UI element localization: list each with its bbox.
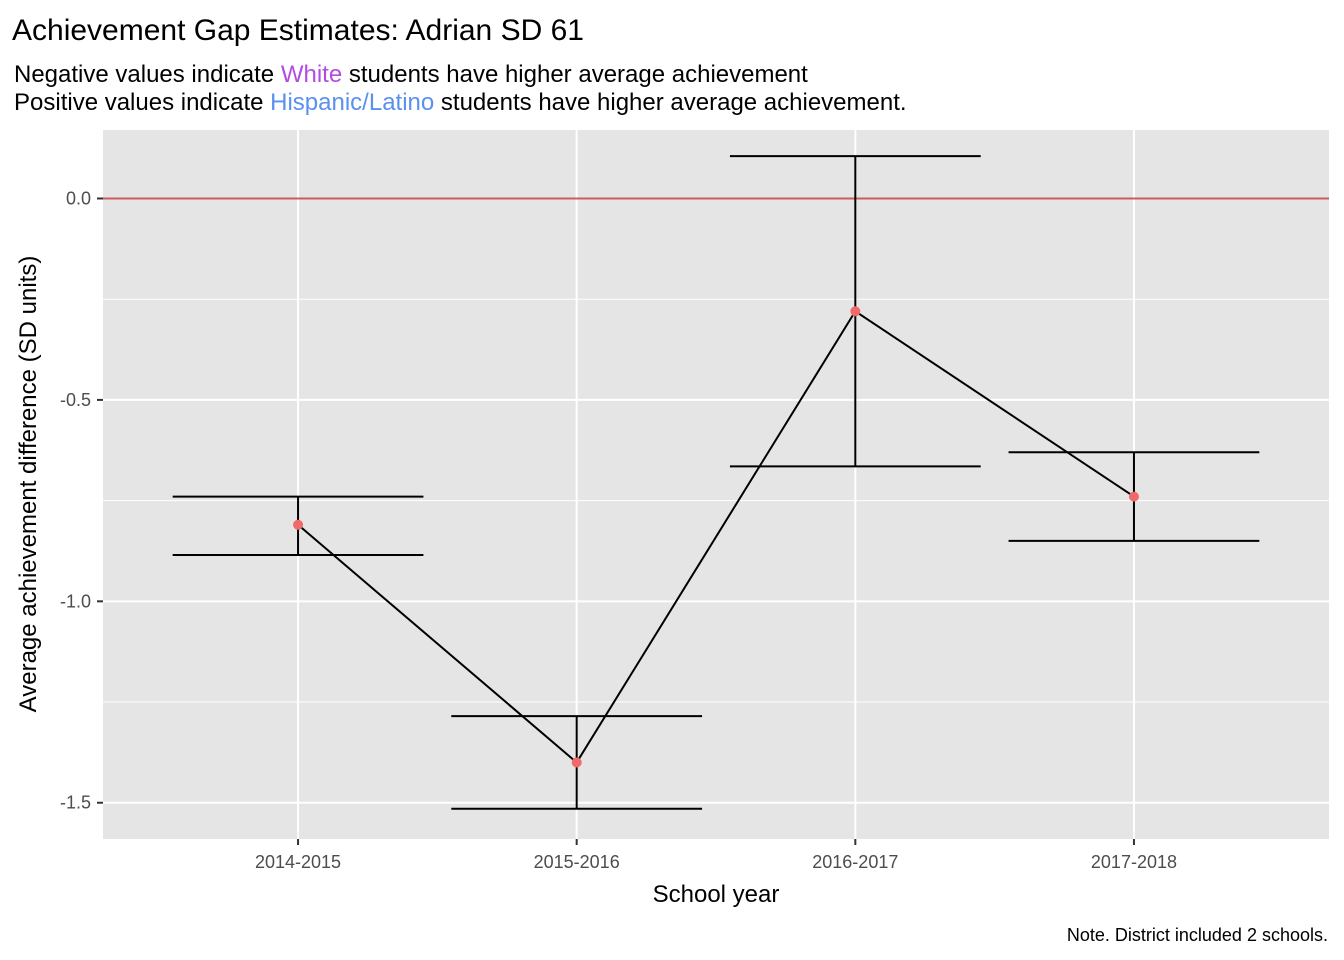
data-point bbox=[1128, 491, 1139, 502]
x-tick-label: 2015-2016 bbox=[534, 852, 620, 872]
data-points bbox=[293, 306, 1139, 768]
x-axis-title: School year bbox=[653, 881, 780, 908]
x-tick-label: 2017-2018 bbox=[1091, 852, 1177, 872]
x-tick-label: 2016-2017 bbox=[812, 852, 898, 872]
data-point bbox=[850, 306, 861, 317]
subtitle-white-highlight: White bbox=[281, 61, 342, 88]
y-axis-ticks: 0.0 -0.5 -1.0 -1.5 bbox=[60, 188, 103, 813]
data-point bbox=[571, 757, 582, 768]
subtitle-2-before: Positive values indicate bbox=[14, 89, 270, 116]
x-tick-label: 2014-2015 bbox=[255, 852, 341, 872]
series-line bbox=[297, 309, 1135, 764]
y-tick-label: -1.5 bbox=[60, 793, 91, 813]
y-axis-title: Average achievement difference (SD units… bbox=[15, 256, 42, 713]
y-tick-label: 0.0 bbox=[66, 188, 91, 208]
subtitle-2-after: students have higher average achievement… bbox=[434, 89, 906, 116]
subtitle-1-before: Negative values indicate bbox=[14, 61, 281, 88]
data-point bbox=[293, 519, 304, 530]
chart-caption: Note. District included 2 schools. bbox=[1067, 925, 1328, 945]
y-tick-label: -1.0 bbox=[60, 591, 91, 611]
plot-panel bbox=[103, 130, 1329, 839]
subtitle-1-after: students have higher average achievement bbox=[342, 61, 808, 88]
x-axis-ticks: 2014-2015 2015-2016 2016-2017 2017-2018 bbox=[255, 839, 1177, 872]
subtitle-hispanic-highlight: Hispanic/Latino bbox=[270, 89, 434, 116]
chart-title: Achievement Gap Estimates: Adrian SD 61 bbox=[12, 14, 584, 47]
minor-gridlines bbox=[103, 298, 1329, 703]
y-tick-label: -0.5 bbox=[60, 390, 91, 410]
chart-subtitle-line-1: Negative values indicate White students … bbox=[14, 61, 808, 88]
chart-subtitle-line-2: Positive values indicate Hispanic/Latino… bbox=[14, 89, 907, 116]
